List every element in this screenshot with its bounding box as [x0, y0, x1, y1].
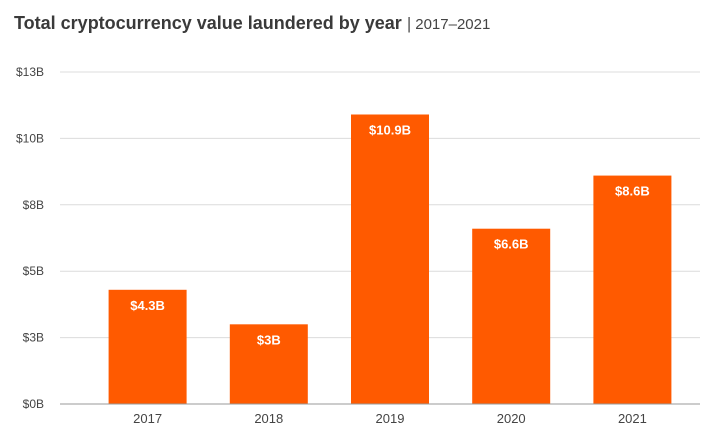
- bar-2017: [108, 289, 187, 404]
- y-tick-label: $0B: [23, 397, 44, 411]
- x-tick-label: 2021: [618, 411, 647, 426]
- y-tick-label: $3B: [23, 331, 44, 345]
- bar-2021: [593, 175, 672, 404]
- x-tick-label: 2018: [254, 411, 283, 426]
- y-tick-label: $13B: [16, 65, 44, 79]
- value-label: $10.9B: [369, 122, 411, 137]
- value-label: $3B: [257, 332, 281, 347]
- value-label: $4.3B: [130, 298, 165, 313]
- bar-2020: [472, 228, 551, 404]
- bar-2019: [351, 114, 429, 404]
- title-separator: |: [406, 14, 412, 33]
- y-tick-label: $5B: [23, 264, 44, 278]
- x-tick-label: 2019: [376, 411, 405, 426]
- y-tick-label: $10B: [16, 131, 44, 145]
- x-tick-label: 2020: [497, 411, 526, 426]
- chart-title-row: Total cryptocurrency value laundered by …: [14, 13, 490, 34]
- y-tick-label: $8B: [23, 198, 44, 212]
- x-tick-label: 2017: [133, 411, 162, 426]
- chart-subtitle: 2017–2021: [415, 16, 491, 33]
- value-label: $6.6B: [494, 237, 529, 252]
- bar-2018: [229, 324, 308, 404]
- chart-title: Total cryptocurrency value laundered by …: [14, 13, 402, 33]
- value-label: $8.6B: [615, 184, 650, 199]
